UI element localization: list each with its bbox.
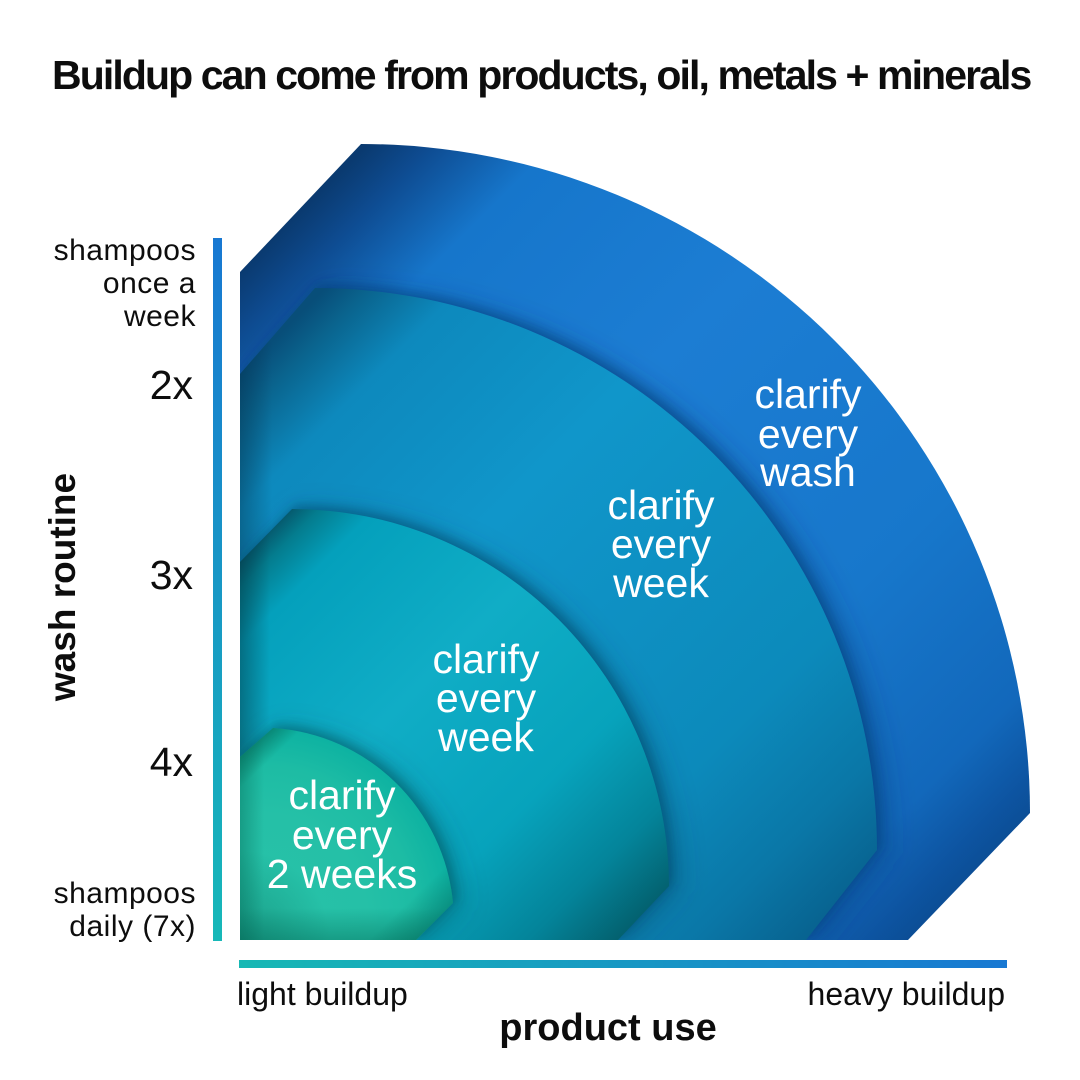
svg-text:heavy buildup: heavy buildup [808,976,1005,1012]
svg-text:shampoos: shampoos [54,877,196,910]
svg-text:week: week [123,300,197,333]
svg-text:3x: 3x [150,552,194,598]
svg-text:once a: once a [103,267,196,300]
svg-text:every: every [758,411,859,457]
svg-text:week: week [437,714,534,760]
svg-text:every: every [611,521,712,567]
svg-text:light buildup: light buildup [237,976,408,1012]
svg-text:week: week [612,560,709,606]
svg-text:every: every [292,812,393,858]
svg-text:daily (7x): daily (7x) [69,910,196,943]
svg-text:2x: 2x [150,362,194,408]
svg-text:shampoos: shampoos [54,234,196,267]
svg-text:Buildup can come from products: Buildup can come from products, oil, met… [52,52,1032,98]
svg-text:every: every [436,675,537,721]
svg-text:4x: 4x [150,739,194,785]
svg-text:2 weeks: 2 weeks [267,851,417,897]
svg-text:clarify: clarify [288,772,396,818]
svg-text:clarify: clarify [607,482,715,528]
svg-text:clarify: clarify [432,636,540,682]
svg-text:product use: product use [499,1007,716,1049]
svg-text:wash: wash [759,449,856,495]
svg-text:clarify: clarify [754,371,862,417]
svg-text:wash routine: wash routine [42,473,83,702]
